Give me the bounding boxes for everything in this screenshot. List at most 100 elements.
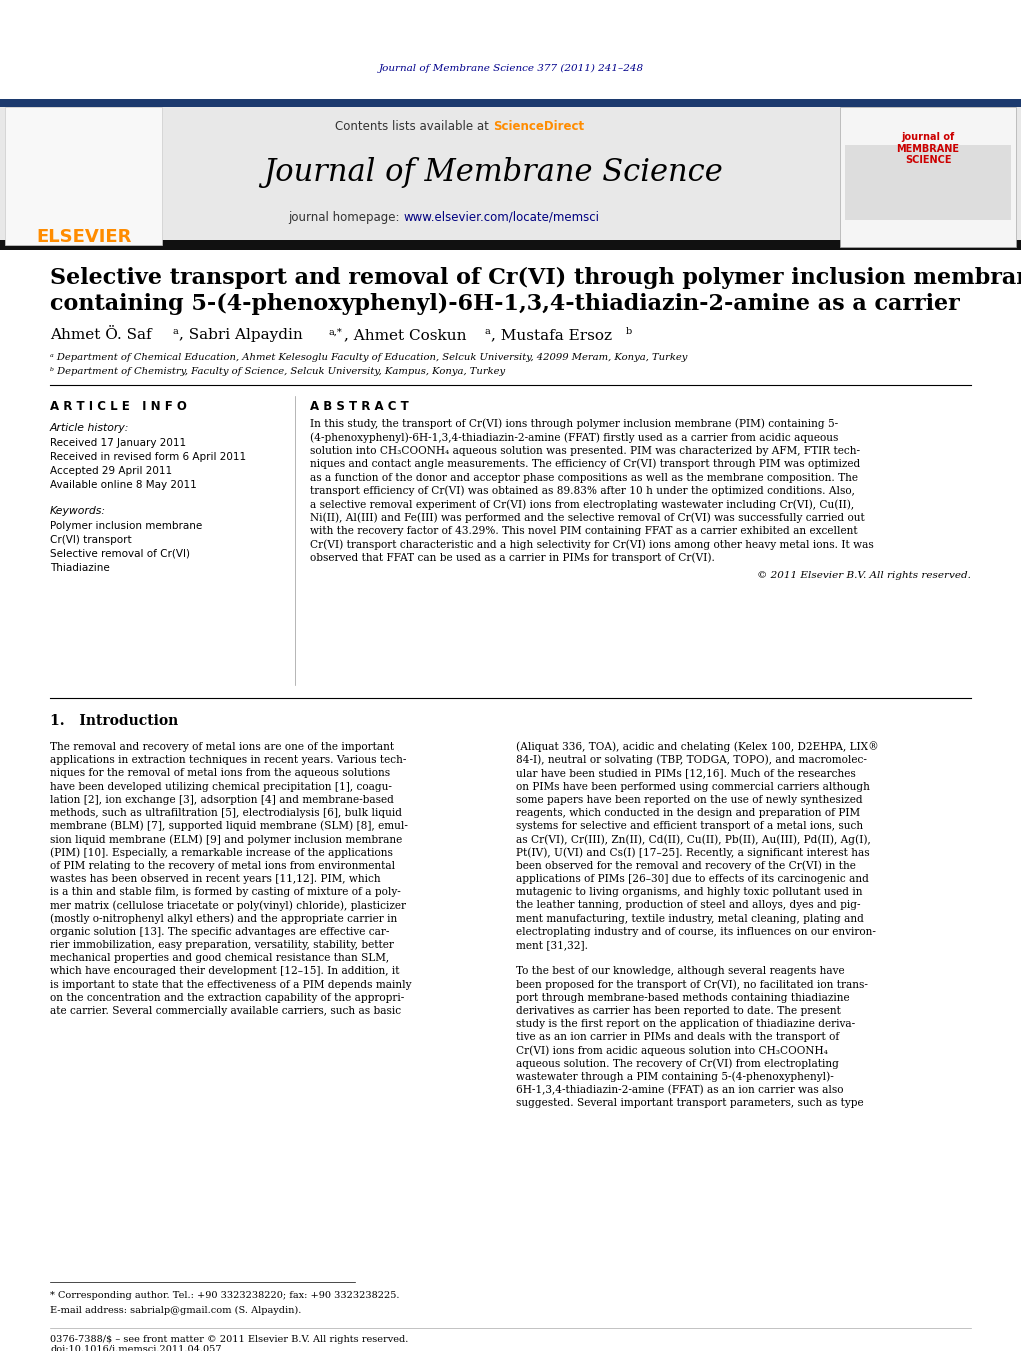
Text: ate carrier. Several commercially available carriers, such as basic: ate carrier. Several commercially availa… (50, 1006, 401, 1016)
Text: as Cr(VI), Cr(III), Zn(II), Cd(II), Cu(II), Pb(II), Au(III), Pd(II), Ag(I),: as Cr(VI), Cr(III), Zn(II), Cd(II), Cu(I… (516, 834, 871, 844)
Text: Cr(VI) transport characteristic and a high selectivity for Cr(VI) ions among oth: Cr(VI) transport characteristic and a hi… (310, 539, 874, 550)
Text: Cr(VI) transport: Cr(VI) transport (50, 535, 132, 544)
Text: on PIMs have been performed using commercial carriers although: on PIMs have been performed using commer… (516, 782, 870, 792)
Text: on the concentration and the extraction capability of the appropri-: on the concentration and the extraction … (50, 993, 404, 1002)
Text: (mostly o-nitrophenyl alkyl ethers) and the appropriate carrier in: (mostly o-nitrophenyl alkyl ethers) and … (50, 913, 397, 924)
Text: a,*: a,* (328, 327, 342, 336)
Text: a selective removal experiment of Cr(VI) ions from electroplating wastewater inc: a selective removal experiment of Cr(VI)… (310, 499, 855, 509)
Text: (Aliquat 336, TOA), acidic and chelating (Kelex 100, D2EHPA, LIX®: (Aliquat 336, TOA), acidic and chelating… (516, 742, 879, 753)
Text: Ni(II), Al(III) and Fe(III) was performed and the selective removal of Cr(VI) wa: Ni(II), Al(III) and Fe(III) was performe… (310, 512, 865, 523)
Text: wastes has been observed in recent years [11,12]. PIM, which: wastes has been observed in recent years… (50, 874, 381, 884)
Text: * Corresponding author. Tel.: +90 3323238220; fax: +90 3323238225.: * Corresponding author. Tel.: +90 332323… (50, 1292, 399, 1301)
Text: methods, such as ultrafiltration [5], electrodialysis [6], bulk liquid: methods, such as ultrafiltration [5], el… (50, 808, 402, 817)
Text: a: a (172, 327, 178, 336)
Text: Pt(IV), U(VI) and Cs(I) [17–25]. Recently, a significant interest has: Pt(IV), U(VI) and Cs(I) [17–25]. Recentl… (516, 847, 870, 858)
Text: tive as an ion carrier in PIMs and deals with the transport of: tive as an ion carrier in PIMs and deals… (516, 1032, 839, 1043)
Text: niques and contact angle measurements. The efficiency of Cr(VI) transport throug: niques and contact angle measurements. T… (310, 459, 861, 470)
Text: (4-phenoxyphenyl)-6H-1,3,4-thiadiazin-2-amine (FFAT) firstly used as a carrier f: (4-phenoxyphenyl)-6H-1,3,4-thiadiazin-2-… (310, 432, 838, 443)
Bar (0, 240, 1021, 250)
Text: Journal of Membrane Science 377 (2011) 241–248: Journal of Membrane Science 377 (2011) 2… (379, 63, 643, 73)
Text: Article history:: Article history: (50, 423, 130, 434)
Text: , Ahmet Coskun: , Ahmet Coskun (344, 328, 467, 342)
Text: transport efficiency of Cr(VI) was obtained as 89.83% after 10 h under the optim: transport efficiency of Cr(VI) was obtai… (310, 486, 855, 496)
Text: applications in extraction techniques in recent years. Various tech-: applications in extraction techniques in… (50, 755, 406, 765)
Text: To the best of our knowledge, although several reagents have: To the best of our knowledge, although s… (516, 966, 844, 977)
Text: 1.   Introduction: 1. Introduction (50, 713, 179, 728)
Text: been observed for the removal and recovery of the Cr(VI) in the: been observed for the removal and recove… (516, 861, 856, 871)
Text: Selective removal of Cr(VI): Selective removal of Cr(VI) (50, 549, 190, 559)
Text: © 2011 Elsevier B.V. All rights reserved.: © 2011 Elsevier B.V. All rights reserved… (758, 571, 971, 580)
Text: Received in revised form 6 April 2011: Received in revised form 6 April 2011 (50, 453, 246, 462)
Text: journal of
MEMBRANE
SCIENCE: journal of MEMBRANE SCIENCE (896, 132, 960, 165)
Text: the leather tanning, production of steel and alloys, dyes and pig-: the leather tanning, production of steel… (516, 900, 861, 911)
Text: A R T I C L E   I N F O: A R T I C L E I N F O (50, 400, 187, 412)
Text: www.elsevier.com/locate/memsci: www.elsevier.com/locate/memsci (403, 211, 599, 223)
Text: Received 17 January 2011: Received 17 January 2011 (50, 438, 186, 449)
Text: port through membrane-based methods containing thiadiazine: port through membrane-based methods cont… (516, 993, 849, 1002)
Text: journal homepage:: journal homepage: (288, 211, 403, 223)
Text: rier immobilization, easy preparation, versatility, stability, better: rier immobilization, easy preparation, v… (50, 940, 394, 950)
Text: Selective transport and removal of Cr(VI) through polymer inclusion membrane: Selective transport and removal of Cr(VI… (50, 267, 1021, 289)
Text: applications of PIMs [26–30] due to effects of its carcinogenic and: applications of PIMs [26–30] due to effe… (516, 874, 869, 884)
Text: membrane (BLM) [7], supported liquid membrane (SLM) [8], emul-: membrane (BLM) [7], supported liquid mem… (50, 821, 407, 831)
Text: mer matrix (cellulose triacetate or poly(vinyl) chloride), plasticizer: mer matrix (cellulose triacetate or poly… (50, 900, 406, 911)
Text: aqueous solution. The recovery of Cr(VI) from electroplating: aqueous solution. The recovery of Cr(VI)… (516, 1059, 839, 1069)
Text: study is the first report on the application of thiadiazine deriva-: study is the first report on the applica… (516, 1019, 856, 1029)
Text: The removal and recovery of metal ions are one of the important: The removal and recovery of metal ions a… (50, 742, 394, 753)
Bar (0, 99, 1021, 107)
Text: Accepted 29 April 2011: Accepted 29 April 2011 (50, 466, 173, 476)
Text: reagents, which conducted in the design and preparation of PIM: reagents, which conducted in the design … (516, 808, 860, 817)
Text: Thiadiazine: Thiadiazine (50, 563, 109, 573)
Text: 0376-7388/$ – see front matter © 2011 Elsevier B.V. All rights reserved.: 0376-7388/$ – see front matter © 2011 El… (50, 1335, 408, 1343)
Bar (5, 107, 162, 245)
Text: niques for the removal of metal ions from the aqueous solutions: niques for the removal of metal ions fro… (50, 769, 390, 778)
Text: lation [2], ion exchange [3], adsorption [4] and membrane-based: lation [2], ion exchange [3], adsorption… (50, 794, 394, 805)
Text: which have encouraged their development [12–15]. In addition, it: which have encouraged their development … (50, 966, 399, 977)
Text: , Mustafa Ersoz: , Mustafa Ersoz (491, 328, 612, 342)
Text: 84-I), neutral or solvating (TBP, TODGA, TOPO), and macromolec-: 84-I), neutral or solvating (TBP, TODGA,… (516, 755, 867, 766)
Text: been proposed for the transport of Cr(VI), no facilitated ion trans-: been proposed for the transport of Cr(VI… (516, 979, 868, 990)
Text: have been developed utilizing chemical precipitation [1], coagu-: have been developed utilizing chemical p… (50, 782, 392, 792)
Text: , Sabri Alpaydin: , Sabri Alpaydin (179, 328, 303, 342)
Bar (0, 105, 1021, 249)
Text: with the recovery factor of 43.29%. This novel PIM containing FFAT as a carrier : with the recovery factor of 43.29%. This… (310, 526, 858, 536)
Text: ᵃ Department of Chemical Education, Ahmet Kelesoglu Faculty of Education, Selcuk: ᵃ Department of Chemical Education, Ahme… (50, 354, 687, 362)
Bar (845, 145, 1011, 220)
Text: Contents lists available at: Contents lists available at (335, 119, 493, 132)
Text: A B S T R A C T: A B S T R A C T (310, 400, 408, 412)
Text: ELSEVIER: ELSEVIER (37, 228, 132, 246)
Text: Journal of Membrane Science: Journal of Membrane Science (263, 158, 723, 189)
Text: In this study, the transport of Cr(VI) ions through polymer inclusion membrane (: In this study, the transport of Cr(VI) i… (310, 419, 838, 430)
Text: ment manufacturing, textile industry, metal cleaning, plating and: ment manufacturing, textile industry, me… (516, 913, 864, 924)
Text: doi:10.1016/j.memsci.2011.04.057: doi:10.1016/j.memsci.2011.04.057 (50, 1346, 222, 1351)
Text: sion liquid membrane (ELM) [9] and polymer inclusion membrane: sion liquid membrane (ELM) [9] and polym… (50, 834, 402, 844)
Text: derivatives as carrier has been reported to date. The present: derivatives as carrier has been reported… (516, 1006, 841, 1016)
Text: organic solution [13]. The specific advantages are effective car-: organic solution [13]. The specific adva… (50, 927, 389, 936)
Text: 6H-1,3,4-thiadiazin-2-amine (FFAT) as an ion carrier was also: 6H-1,3,4-thiadiazin-2-amine (FFAT) as an… (516, 1085, 843, 1096)
Text: wastewater through a PIM containing 5-(4-phenoxyphenyl)-: wastewater through a PIM containing 5-(4… (516, 1071, 834, 1082)
Text: Keywords:: Keywords: (50, 507, 106, 516)
Text: is a thin and stable film, is formed by casting of mixture of a poly-: is a thin and stable film, is formed by … (50, 888, 401, 897)
Text: (PIM) [10]. Especially, a remarkable increase of the applications: (PIM) [10]. Especially, a remarkable inc… (50, 847, 393, 858)
Text: mutagenic to living organisms, and highly toxic pollutant used in: mutagenic to living organisms, and highl… (516, 888, 863, 897)
Text: observed that FFAT can be used as a carrier in PIMs for transport of Cr(VI).: observed that FFAT can be used as a carr… (310, 553, 715, 563)
Text: solution into CH₃COONH₄ aqueous solution was presented. PIM was characterized by: solution into CH₃COONH₄ aqueous solution… (310, 446, 860, 455)
Text: Polymer inclusion membrane: Polymer inclusion membrane (50, 521, 202, 531)
Text: ᵇ Department of Chemistry, Faculty of Science, Selcuk University, Kampus, Konya,: ᵇ Department of Chemistry, Faculty of Sc… (50, 367, 505, 377)
Text: E-mail address: sabrialp@gmail.com (S. Alpaydin).: E-mail address: sabrialp@gmail.com (S. A… (50, 1305, 301, 1315)
Text: ScienceDirect: ScienceDirect (493, 119, 584, 132)
Text: as a function of the donor and acceptor phase compositions as well as the membra: as a function of the donor and acceptor … (310, 473, 858, 482)
Text: suggested. Several important transport parameters, such as type: suggested. Several important transport p… (516, 1098, 864, 1108)
Text: containing 5-(4-phenoxyphenyl)-6H-1,3,4-thiadiazin-2-amine as a carrier: containing 5-(4-phenoxyphenyl)-6H-1,3,4-… (50, 293, 960, 315)
Text: mechanical properties and good chemical resistance than SLM,: mechanical properties and good chemical … (50, 954, 389, 963)
Text: ment [31,32].: ment [31,32]. (516, 940, 588, 950)
Text: electroplating industry and of course, its influences on our environ-: electroplating industry and of course, i… (516, 927, 876, 936)
Text: Cr(VI) ions from acidic aqueous solution into CH₃COONH₄: Cr(VI) ions from acidic aqueous solution… (516, 1046, 828, 1056)
Text: of PIM relating to the recovery of metal ions from environmental: of PIM relating to the recovery of metal… (50, 861, 395, 871)
Text: systems for selective and efficient transport of a metal ions, such: systems for selective and efficient tran… (516, 821, 863, 831)
Text: b: b (626, 327, 632, 336)
Text: Available online 8 May 2011: Available online 8 May 2011 (50, 480, 197, 490)
Text: is important to state that the effectiveness of a PIM depends mainly: is important to state that the effective… (50, 979, 411, 989)
Bar (840, 107, 1016, 247)
Text: a: a (484, 327, 490, 336)
